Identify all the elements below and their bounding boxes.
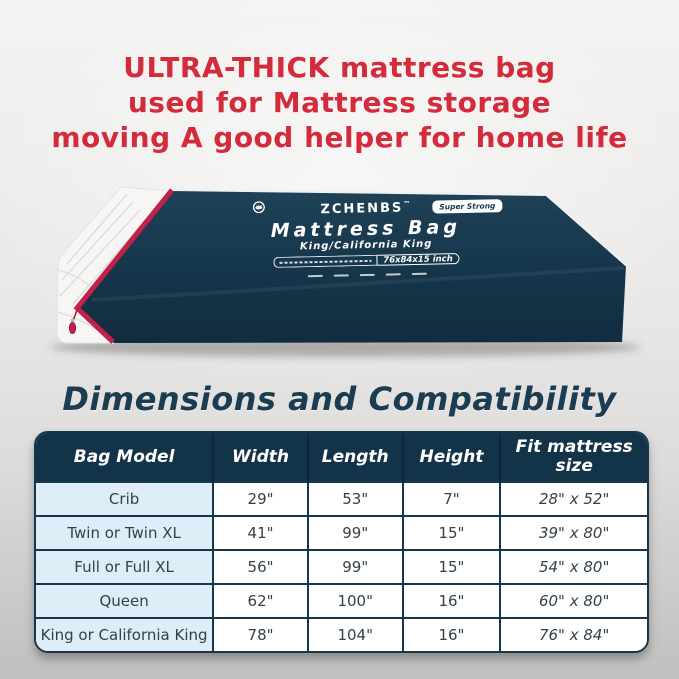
cell-length: 100" [307, 583, 404, 618]
cell-model: Crib [36, 481, 215, 516]
feature-stamp-icon [253, 201, 427, 275]
headline-line-1: ULTRA-THICK mattress bag [123, 51, 556, 84]
cell-model: Full or Full XL [36, 549, 215, 584]
bag-print: ZCHENBS™ Super Strong Mattress Bag King/… [250, 197, 503, 279]
header-width: Width [213, 433, 309, 482]
header-height: Height [402, 433, 502, 482]
headline-line-2: used for Mattress storage [127, 86, 552, 119]
micro-text-strip [273, 255, 377, 269]
feature-stamp-icon [253, 201, 375, 276]
cell-length: 99" [307, 549, 404, 584]
size-dimensions-label: 76x84x15 inch [376, 253, 460, 267]
mattress-bag-figure: ZCHENBS™ Super Strong Mattress Bag King/… [0, 182, 679, 372]
dimensions-table: Bag Model Width Length Height Fit mattre… [34, 431, 649, 653]
cell-fit: 60" x 80" [500, 583, 647, 618]
bag-top-highlight [171, 188, 628, 267]
cell-width: 29" [213, 481, 309, 516]
header-fit-size: Fit mattress size [500, 433, 647, 482]
cell-model: King or California King [36, 617, 215, 651]
table-row-crib: Crib 29" 53" 7" 28" x 52" [36, 481, 647, 516]
feature-stamp-icon [253, 201, 323, 278]
cell-height: 15" [402, 515, 502, 550]
quilting-lines [57, 193, 148, 331]
cell-height: 7" [402, 481, 502, 516]
feature-stamps [252, 201, 482, 278]
bag-fold-highlight [91, 266, 625, 302]
cell-width: 62" [213, 583, 309, 618]
cell-length: 99" [307, 515, 404, 550]
cell-width: 41" [213, 515, 309, 550]
cell-height: 15" [402, 549, 502, 584]
mattress-illustration [50, 186, 640, 357]
headline: ULTRA-THICK mattress bag used for Mattre… [0, 50, 679, 155]
super-strong-badge: Super Strong [432, 199, 503, 214]
cell-fit: 76" x 84" [500, 617, 647, 651]
cell-model: Twin or Twin XL [36, 515, 215, 550]
table-row-twin: Twin or Twin XL 41" 99" 15" 39" x 80" [36, 515, 647, 550]
feature-stamp-icon [253, 201, 349, 277]
table-header-row: Bag Model Width Length Height Fit mattre… [36, 433, 647, 482]
cell-model: Queen [36, 583, 215, 618]
brand-text: ZCHENBS [320, 200, 404, 218]
bag-body [77, 191, 626, 343]
cell-width: 78" [213, 617, 309, 651]
cell-height: 16" [402, 617, 502, 651]
cell-fit: 54" x 80" [500, 549, 647, 584]
table-row-king: King or California King 78" 104" 16" 76"… [36, 617, 647, 651]
cell-width: 56" [213, 549, 309, 584]
zipper-line [73, 188, 174, 344]
table-row-full: Full or Full XL 56" 99" 15" 54" x 80" [36, 549, 647, 584]
section-title: Dimensions and Compatibility [62, 380, 617, 418]
feature-stamp-icon [253, 201, 401, 276]
cell-length: 104" [307, 617, 404, 651]
zipper-pull-icon [68, 309, 78, 334]
cell-length: 53" [307, 481, 404, 516]
table-row-queen: Queen 62" 100" 16" 60" x 80" [36, 583, 647, 618]
header-length: Length [307, 433, 404, 482]
size-pill: 76x84x15 inch [251, 253, 481, 269]
cell-fit: 28" x 52" [500, 481, 647, 516]
header-bag-model: Bag Model [36, 433, 215, 482]
trademark-symbol: ™ [403, 200, 411, 209]
cell-height: 16" [402, 583, 502, 618]
headline-line-3: moving A good helper for home life [51, 121, 628, 154]
bag-title: Mattress Bag [270, 216, 462, 243]
cell-fit: 39" x 80" [500, 515, 647, 550]
